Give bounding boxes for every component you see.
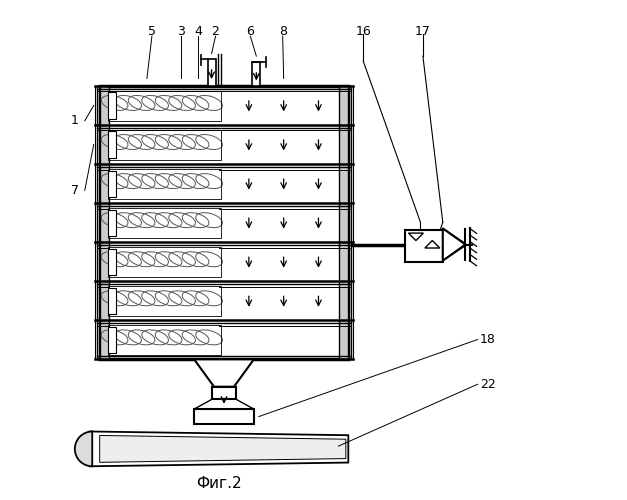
Bar xyxy=(108,170,115,197)
Bar xyxy=(108,286,221,316)
Bar xyxy=(108,248,115,276)
Polygon shape xyxy=(90,432,349,466)
Bar xyxy=(108,288,115,314)
Bar xyxy=(108,208,221,238)
Bar xyxy=(339,86,349,359)
Text: 4: 4 xyxy=(194,24,202,38)
Text: 6: 6 xyxy=(246,24,255,38)
Polygon shape xyxy=(408,233,423,240)
Bar xyxy=(108,326,221,356)
Bar xyxy=(406,230,443,262)
Text: 3: 3 xyxy=(177,24,185,38)
Bar xyxy=(194,409,254,424)
Bar xyxy=(100,86,108,359)
Bar xyxy=(108,247,221,278)
Bar xyxy=(208,58,216,86)
Text: 22: 22 xyxy=(480,378,495,391)
Text: 16: 16 xyxy=(356,24,371,38)
Text: 18: 18 xyxy=(480,333,495,346)
Bar xyxy=(108,91,221,121)
Bar xyxy=(108,210,115,236)
Polygon shape xyxy=(100,436,346,462)
Bar xyxy=(110,209,219,236)
Text: Фиг.2: Фиг.2 xyxy=(196,476,242,491)
Bar xyxy=(100,86,349,359)
Polygon shape xyxy=(425,240,440,248)
Wedge shape xyxy=(75,432,92,466)
Text: 8: 8 xyxy=(278,24,287,38)
Bar xyxy=(110,170,219,196)
Text: 2: 2 xyxy=(211,24,219,38)
Polygon shape xyxy=(194,360,254,386)
Bar xyxy=(108,169,221,199)
Bar xyxy=(108,92,115,119)
Text: 7: 7 xyxy=(71,184,79,197)
Bar xyxy=(108,132,115,158)
Bar xyxy=(108,327,115,353)
Bar xyxy=(110,131,219,158)
Text: 1: 1 xyxy=(71,114,79,127)
Bar xyxy=(110,92,219,118)
Bar xyxy=(108,130,221,160)
Bar xyxy=(110,326,219,353)
Text: 17: 17 xyxy=(415,24,431,38)
Text: 5: 5 xyxy=(148,24,156,38)
Polygon shape xyxy=(443,228,465,260)
Bar xyxy=(212,386,236,399)
Bar xyxy=(110,287,219,314)
Bar xyxy=(252,62,260,86)
Bar xyxy=(110,248,219,275)
